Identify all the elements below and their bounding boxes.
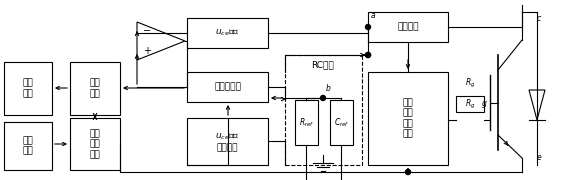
Bar — [70, 118, 120, 170]
Text: $u_{ce}$监视: $u_{ce}$监视 — [215, 28, 240, 38]
Bar — [4, 122, 52, 170]
Text: 触发
脉冲: 触发 脉冲 — [23, 136, 33, 156]
Bar — [456, 96, 484, 112]
Bar — [187, 118, 268, 165]
Text: +: + — [143, 46, 151, 56]
Bar — [4, 62, 52, 115]
Text: $R_g$: $R_g$ — [465, 77, 475, 90]
Bar — [285, 55, 362, 165]
Bar — [187, 72, 268, 102]
Bar — [330, 100, 353, 145]
Circle shape — [405, 170, 410, 174]
Bar — [368, 72, 448, 165]
Circle shape — [366, 53, 371, 57]
Text: 故障
监视: 故障 监视 — [89, 79, 100, 98]
Text: a: a — [371, 11, 376, 20]
Bar — [295, 100, 318, 145]
Text: $R_g$: $R_g$ — [465, 97, 475, 111]
Text: 故障
输出: 故障 输出 — [23, 79, 33, 98]
Bar — [368, 12, 448, 42]
Text: 门极
驱动
放大
电路: 门极 驱动 放大 电路 — [402, 98, 413, 139]
Circle shape — [366, 24, 371, 30]
Bar — [70, 62, 120, 115]
Text: b: b — [326, 84, 331, 93]
Text: $u_{ce}$监视
使能逻辑: $u_{ce}$监视 使能逻辑 — [215, 131, 240, 152]
Text: $R_{ref}$: $R_{ref}$ — [299, 116, 314, 129]
Text: g: g — [482, 98, 487, 107]
Text: c: c — [537, 14, 541, 22]
Text: 触发
逻辑
电路: 触发 逻辑 电路 — [89, 129, 100, 159]
Text: 电压门槛值: 电压门槛值 — [214, 82, 241, 91]
Text: 有源箝位: 有源箝位 — [397, 22, 419, 32]
Text: RC回路: RC回路 — [312, 60, 335, 69]
Bar — [187, 18, 268, 48]
Text: $C_{ref}$: $C_{ref}$ — [334, 116, 349, 129]
Text: e: e — [537, 154, 542, 163]
Circle shape — [320, 96, 325, 100]
Circle shape — [366, 53, 371, 57]
Text: −: − — [143, 26, 151, 36]
